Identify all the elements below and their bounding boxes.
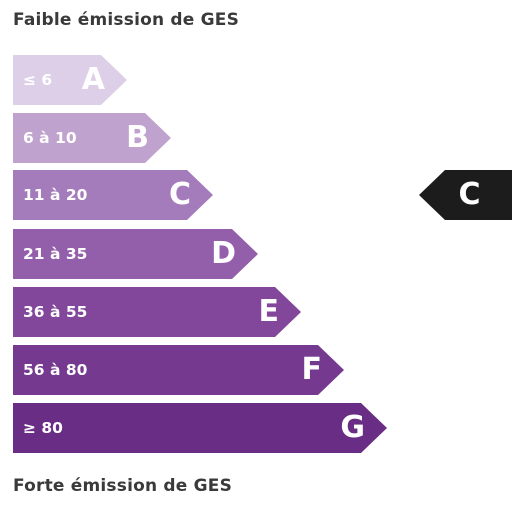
ges-class-letter-c: C bbox=[168, 177, 191, 212]
ges-class-letter-b: B bbox=[126, 120, 149, 155]
ges-class-letter-g: G bbox=[340, 410, 365, 445]
ges-class-range-b: 6 à 10 bbox=[23, 129, 77, 147]
ges-class-letter-f: F bbox=[301, 352, 322, 387]
ges-class-letter-a: A bbox=[81, 62, 105, 97]
ges-class-letter-e: E bbox=[258, 294, 279, 329]
ges-class-bar-f: 56 à 80 F bbox=[13, 345, 344, 395]
ges-class-range-g: ≥ 80 bbox=[23, 419, 63, 437]
ges-class-range-a: ≤ 6 bbox=[23, 71, 53, 89]
ges-class-range-e: 36 à 55 bbox=[23, 303, 88, 321]
scale-title-high-emission: Forte émission de GES bbox=[13, 476, 233, 496]
ges-class-letter-d: D bbox=[211, 236, 236, 271]
current-class-indicator: C bbox=[419, 170, 512, 220]
ges-class-bar-a: ≤ 6 A bbox=[13, 55, 127, 105]
ges-class-range-d: 21 à 35 bbox=[23, 245, 88, 263]
ges-class-range-c: 11 à 20 bbox=[23, 186, 88, 204]
ges-class-bar-b: 6 à 10 B bbox=[13, 113, 171, 163]
scale-title-low-emission: Faible émission de GES bbox=[13, 10, 240, 30]
ges-class-bar-e: 36 à 55 E bbox=[13, 287, 301, 337]
ges-class-bar-g: ≥ 80 G bbox=[13, 403, 387, 453]
ges-class-bar-c: 11 à 20 C bbox=[13, 170, 213, 220]
ges-class-bar-d: 21 à 35 D bbox=[13, 229, 258, 279]
ges-class-range-f: 56 à 80 bbox=[23, 361, 88, 379]
current-class-letter: C bbox=[458, 177, 481, 212]
